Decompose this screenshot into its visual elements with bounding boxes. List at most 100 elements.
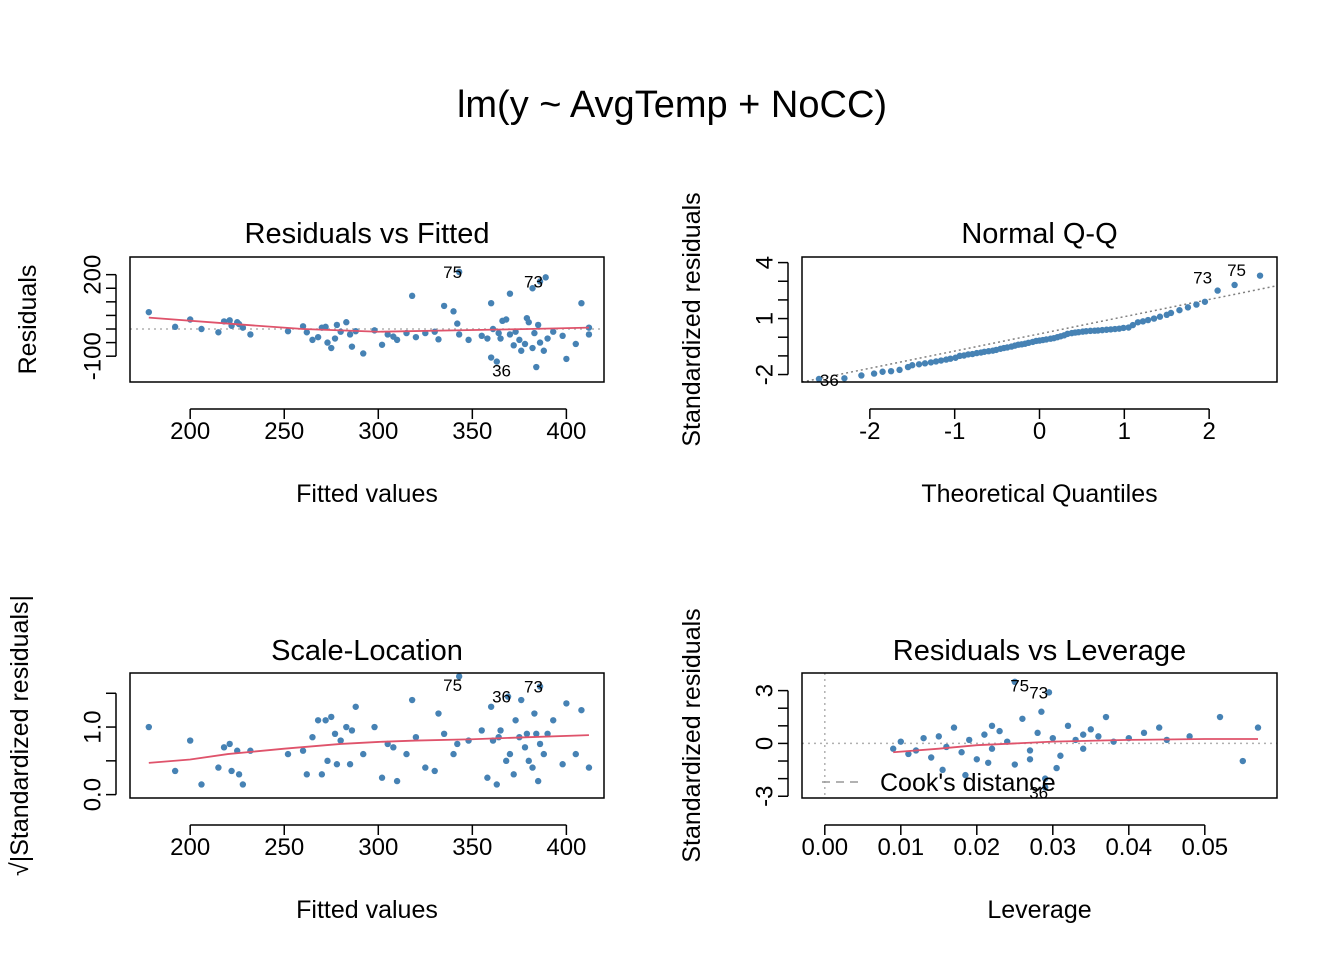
y-tick-label: 1.0 <box>79 710 106 743</box>
data-point <box>1034 729 1041 737</box>
outlier-label: 36 <box>1029 784 1048 803</box>
data-point <box>333 321 341 329</box>
data-point <box>540 347 548 354</box>
data-point <box>981 731 988 738</box>
data-point <box>493 358 500 365</box>
x-axis-label: Fitted values <box>296 896 438 924</box>
data-point <box>435 336 442 343</box>
data-point <box>378 774 386 781</box>
data-point <box>534 777 542 785</box>
smoother-line <box>148 734 589 764</box>
data-point <box>985 759 992 766</box>
outlier-label: 36 <box>820 371 839 390</box>
outlier-label: 75 <box>1227 261 1246 280</box>
data-point <box>408 696 416 704</box>
data-point <box>1011 678 1018 686</box>
data-point <box>454 740 461 748</box>
data-point <box>318 771 326 778</box>
data-point <box>950 724 958 731</box>
data-point <box>220 744 228 751</box>
data-point <box>239 324 247 331</box>
data-point <box>324 757 331 765</box>
data-point <box>324 339 331 346</box>
data-point <box>536 740 544 748</box>
data-point <box>502 316 510 323</box>
data-point <box>921 360 929 367</box>
data-point <box>309 733 316 741</box>
data-point <box>1167 309 1175 317</box>
data-point <box>239 781 247 788</box>
data-point <box>559 332 566 340</box>
data-point <box>1186 733 1193 740</box>
data-point <box>346 761 354 768</box>
data-point <box>521 340 529 348</box>
data-point <box>506 331 514 338</box>
data-point <box>939 766 946 774</box>
data-point <box>512 717 519 724</box>
x-tick-label: 350 <box>452 834 492 861</box>
data-point <box>996 727 1003 735</box>
data-point <box>1140 729 1148 737</box>
outlier-label: 36 <box>492 688 511 707</box>
y-tick-label: 0.0 <box>79 778 106 811</box>
data-point <box>360 750 367 758</box>
data-point <box>920 734 927 742</box>
data-point <box>343 319 350 326</box>
data-point <box>1150 315 1158 322</box>
data-point <box>1102 713 1110 721</box>
data-point <box>896 366 903 374</box>
x-tick-label: 400 <box>546 834 586 861</box>
data-point <box>531 329 538 337</box>
data-point <box>1139 318 1147 325</box>
data-point <box>454 320 461 327</box>
data-point <box>1156 724 1163 731</box>
data-point <box>1080 731 1087 738</box>
x-tick-label: 250 <box>264 418 304 445</box>
data-point <box>518 347 525 354</box>
data-point <box>408 292 416 300</box>
data-point <box>572 340 579 348</box>
data-point <box>529 344 536 352</box>
data-point <box>1156 313 1164 320</box>
x-tick-label: 2 <box>1202 418 1215 445</box>
x-tick-label: 0 <box>1033 418 1046 445</box>
x-tick-label: 350 <box>452 418 492 445</box>
data-point <box>988 745 996 752</box>
data-point <box>870 370 878 377</box>
data-point <box>346 331 354 338</box>
data-point <box>360 350 367 357</box>
data-point <box>550 717 557 724</box>
x-tick-label: 250 <box>264 834 304 861</box>
plot-title: Residuals vs Leverage <box>893 635 1186 667</box>
y-tick-label: 1 <box>751 312 778 325</box>
data-point <box>378 341 386 348</box>
y-tick-label: -100 <box>79 332 106 380</box>
data-point <box>348 343 356 350</box>
data-point <box>879 368 886 375</box>
data-point <box>578 299 585 307</box>
smoother-line <box>148 316 589 333</box>
data-point <box>1019 715 1026 722</box>
data-point <box>937 357 945 364</box>
data-point <box>932 358 940 365</box>
data-point <box>440 302 448 310</box>
data-point <box>393 336 401 344</box>
plot-title: Scale-Location <box>271 635 463 667</box>
x-tick-label: 0.02 <box>953 834 1000 861</box>
y-tick-label: 4 <box>751 256 778 269</box>
data-point <box>1064 722 1072 730</box>
data-point <box>506 750 514 758</box>
data-point <box>510 342 517 349</box>
data-point <box>303 771 311 778</box>
x-tick-label: 300 <box>358 418 398 445</box>
y-axis-label: Residuals <box>14 265 42 375</box>
data-point <box>887 367 895 375</box>
data-point <box>487 354 495 361</box>
data-point <box>947 355 954 362</box>
data-point <box>815 375 823 383</box>
data-point <box>226 740 233 748</box>
data-point <box>309 336 316 344</box>
data-point <box>531 710 538 717</box>
data-point <box>523 730 531 738</box>
